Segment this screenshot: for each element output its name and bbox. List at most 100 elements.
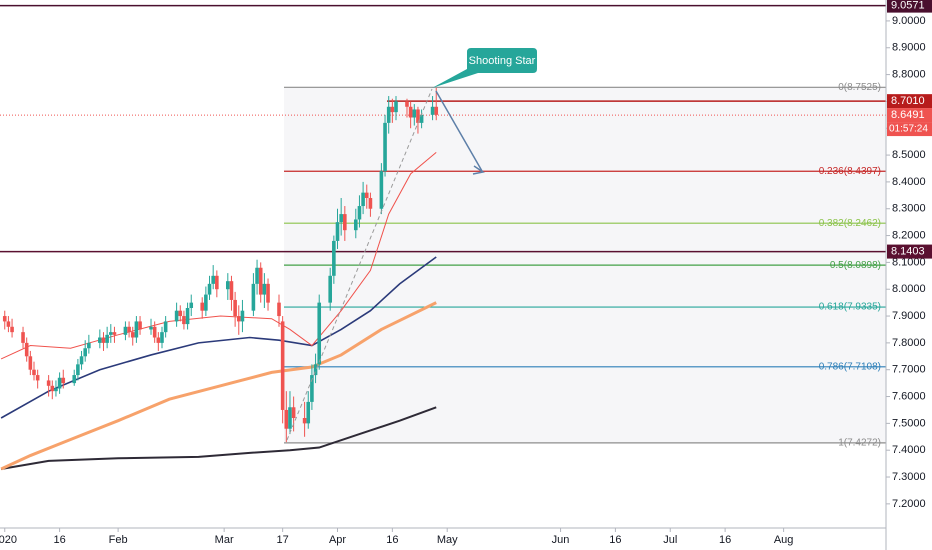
- y-tick-label: 8.5000: [892, 149, 926, 161]
- candle-body: [54, 388, 58, 392]
- candle-body: [57, 377, 62, 389]
- candle-body: [379, 171, 384, 209]
- candle-body: [134, 321, 139, 338]
- x-tick-label: 17: [277, 534, 289, 546]
- moving-average: [0, 406, 437, 470]
- candle-body: [335, 222, 340, 241]
- candle-body: [32, 369, 36, 376]
- candle-body: [226, 281, 230, 290]
- x-tick-label: 16: [609, 534, 621, 546]
- candle-body: [112, 332, 117, 335]
- x-tick-label: Feb: [109, 534, 128, 546]
- candle-body: [152, 326, 157, 338]
- candle-body: [405, 101, 409, 107]
- candle-body: [156, 337, 161, 343]
- fib-label: 0.5(8.0898): [830, 260, 881, 271]
- candle-body: [343, 214, 347, 231]
- y-tick-label: 8.9000: [892, 42, 926, 54]
- candle-body: [364, 192, 369, 198]
- candle-body: [339, 214, 343, 223]
- candle-body: [328, 275, 332, 303]
- price-box-label: 8.1403: [891, 245, 925, 257]
- candle-body: [174, 310, 179, 322]
- y-tick-label: 7.7000: [892, 364, 926, 376]
- candle-body: [211, 275, 215, 284]
- candle-body: [332, 240, 336, 276]
- candle-body: [149, 326, 153, 330]
- moving-average: [0, 301, 437, 471]
- candle-body: [236, 316, 241, 322]
- candle-body: [123, 326, 128, 335]
- y-tick-label: 7.8000: [892, 337, 926, 349]
- candle-body: [383, 122, 387, 172]
- x-tick-label: 16: [53, 534, 65, 546]
- y-tick-label: 7.9000: [892, 310, 926, 322]
- candle-body: [368, 198, 373, 209]
- candle-body: [160, 332, 164, 343]
- x-tick-label: 2020: [0, 534, 17, 546]
- fib-label: 0.618(7.9335): [819, 302, 881, 313]
- arrow-head: [472, 165, 485, 175]
- y-tick-label: 8.4000: [892, 176, 926, 188]
- candle-body: [108, 332, 113, 335]
- price-axis: [886, 0, 932, 550]
- candle-body: [98, 337, 102, 343]
- fib-label: 0.786(7.7108): [819, 361, 881, 372]
- candle-body: [390, 106, 395, 113]
- candle-body: [61, 377, 66, 384]
- candle-body: [277, 302, 281, 317]
- candle-body: [419, 114, 424, 123]
- candle-body: [240, 310, 245, 322]
- price-box: [887, 108, 932, 123]
- candle-body: [306, 401, 311, 424]
- y-tick-label: 7.2000: [892, 498, 926, 510]
- countdown-box: [887, 122, 932, 137]
- candle-body: [280, 321, 285, 410]
- y-tick-label: 8.1000: [892, 256, 926, 268]
- candle-body: [215, 275, 219, 290]
- candle-body: [317, 302, 322, 365]
- candle-body: [408, 106, 413, 118]
- candle-body: [28, 356, 33, 370]
- y-tick-label: 7.4000: [892, 444, 926, 456]
- fib-label: 1(7.4272): [838, 438, 881, 449]
- candle-body: [357, 206, 362, 220]
- plot-area: 0(8.7525) 0.236(8.4397) 0.382(8.2462) 0.5(8…: [0, 4, 886, 471]
- fib-zone: [284, 87, 886, 442]
- callout-text: Shooting Star: [469, 55, 536, 67]
- candle-body: [10, 326, 14, 333]
- candle-body: [46, 380, 51, 386]
- candle-body: [233, 299, 237, 317]
- fib-trend-line: [286, 88, 433, 441]
- candle-body: [434, 106, 439, 115]
- y-tick-label: 9.0000: [892, 15, 926, 27]
- candle-body: [6, 321, 11, 327]
- price-box: [887, 94, 932, 109]
- candle-body: [255, 267, 259, 284]
- countdown: 01:57:24: [889, 124, 928, 135]
- price-box-label: 8.6491: [891, 109, 925, 121]
- price-box: [887, 0, 932, 13]
- candle-body: [101, 337, 106, 343]
- candle-body: [258, 267, 263, 295]
- y-tick-label: 7.3000: [892, 471, 926, 483]
- candle-body: [207, 283, 212, 295]
- x-tick-label: Aug: [774, 534, 794, 546]
- candle-body: [229, 281, 234, 300]
- candle-body: [50, 385, 55, 392]
- fib-label: 0(8.7525): [838, 82, 881, 93]
- candle-body: [262, 283, 267, 295]
- candle-body: [284, 409, 289, 429]
- candle-body: [178, 310, 183, 317]
- fib-label: 0.236(8.4397): [819, 166, 881, 177]
- candle-body: [87, 342, 91, 349]
- candle-body: [291, 407, 296, 418]
- candle-body: [76, 364, 80, 376]
- candle-body: [2, 316, 7, 322]
- candle-body: [189, 302, 194, 308]
- candle-body: [72, 375, 77, 384]
- candle-body: [302, 418, 307, 424]
- candle-body: [182, 316, 186, 325]
- candle-body: [416, 109, 420, 123]
